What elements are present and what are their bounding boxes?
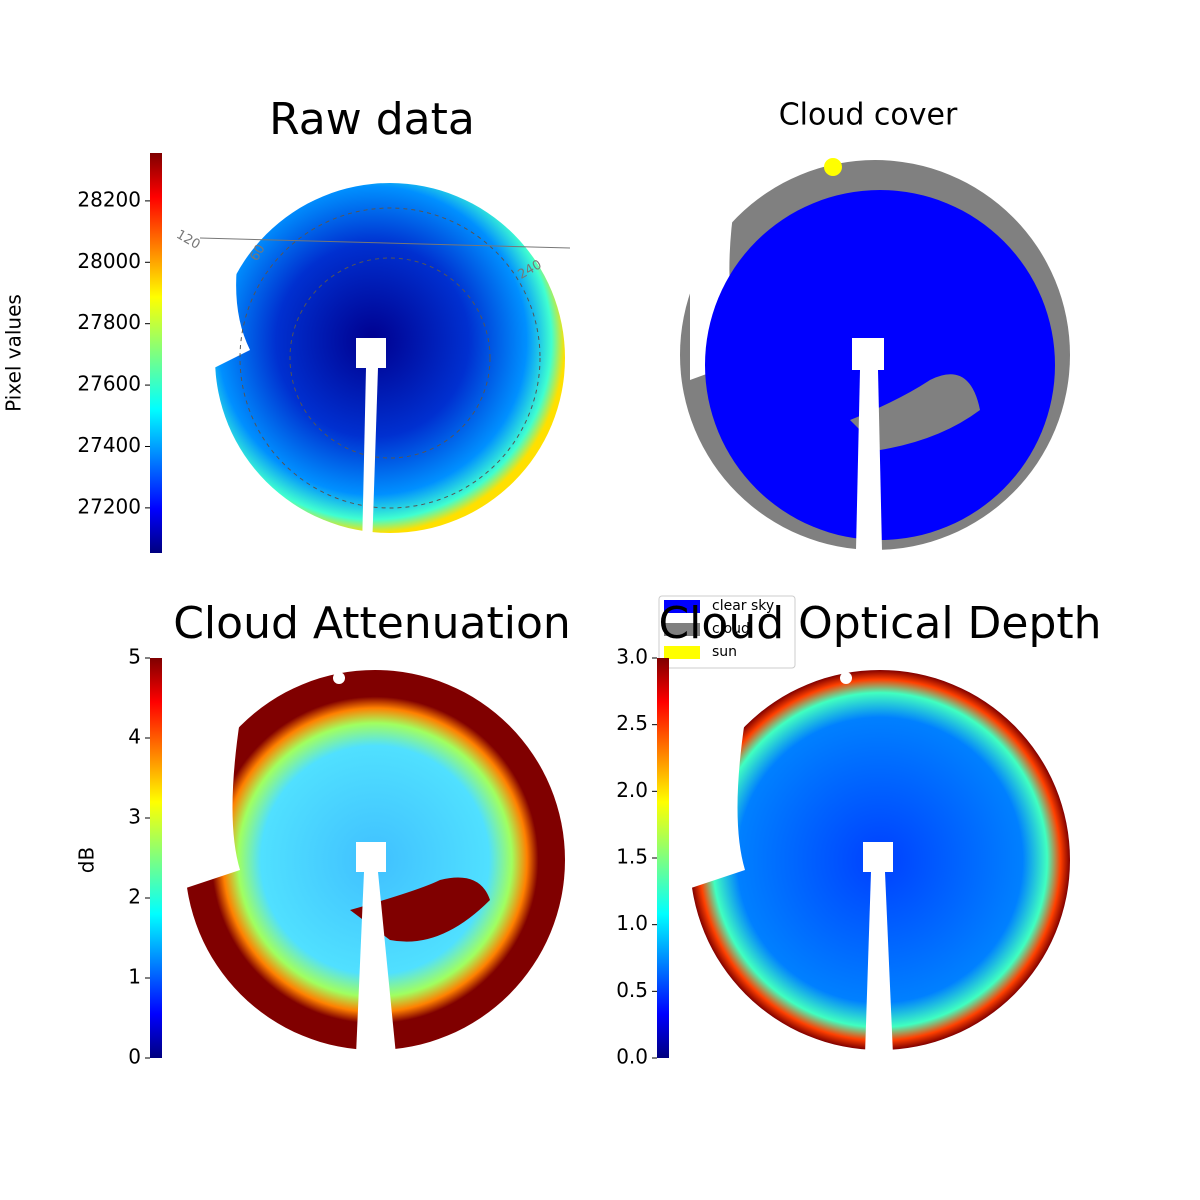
legend-swatch [664, 600, 700, 613]
colorbar-tick-label: 1.0 [616, 911, 648, 935]
colorbar-label: Pixel values [2, 294, 26, 412]
sky-image [685, 670, 1070, 1055]
chart-title: Cloud cover [779, 98, 958, 133]
polar-label: 60 [247, 242, 268, 264]
colorbar [657, 658, 669, 1058]
colorbar-tick-label: 3.0 [616, 645, 648, 669]
colorbar [150, 153, 162, 553]
colorbar-tick-label: 2 [128, 885, 141, 909]
legend-label: sun [712, 644, 737, 660]
colorbar-tick-label: 1 [128, 965, 141, 989]
polar-label: 120 [173, 227, 202, 252]
colorbar-label: dB [75, 847, 99, 873]
legend-swatch [664, 623, 700, 636]
colorbar-tick-label: 28200 [77, 187, 141, 211]
colorbar-tick-label: 27800 [77, 310, 141, 334]
colorbar-tick-label: 27400 [77, 433, 141, 457]
sky-image [199, 183, 571, 550]
legend-label: cloud [712, 621, 750, 637]
colorbar [150, 658, 162, 1058]
colorbar-tick-label: 28000 [77, 249, 141, 273]
colorbar-tick-label: 2.5 [616, 711, 648, 735]
legend-swatch [664, 646, 700, 659]
legend: clear sky cloud sun [658, 595, 796, 669]
chart-title: Cloud Attenuation [173, 598, 571, 649]
colorbar-tick-label: 0.0 [616, 1045, 648, 1069]
colorbar-tick-label: 5 [128, 645, 141, 669]
chart-title: Raw data [269, 94, 475, 145]
colorbar-tick-label: 0.5 [616, 978, 648, 1002]
sky-image [180, 670, 565, 1055]
colorbar-tick-label: 27200 [77, 494, 141, 518]
colorbar-tick-label: 1.5 [616, 845, 648, 869]
colorbar-tick-label: 4 [128, 725, 141, 749]
cloud-mask [680, 158, 1070, 550]
colorbar-tick-label: 3 [128, 805, 141, 829]
colorbar-tick-label: 0 [128, 1045, 141, 1069]
chart-title: Cloud Optical Depth [658, 598, 1101, 649]
colorbar-tick-label: 27600 [77, 372, 141, 396]
legend-label: clear sky [712, 598, 774, 614]
colorbar-tick-label: 2.0 [616, 778, 648, 802]
